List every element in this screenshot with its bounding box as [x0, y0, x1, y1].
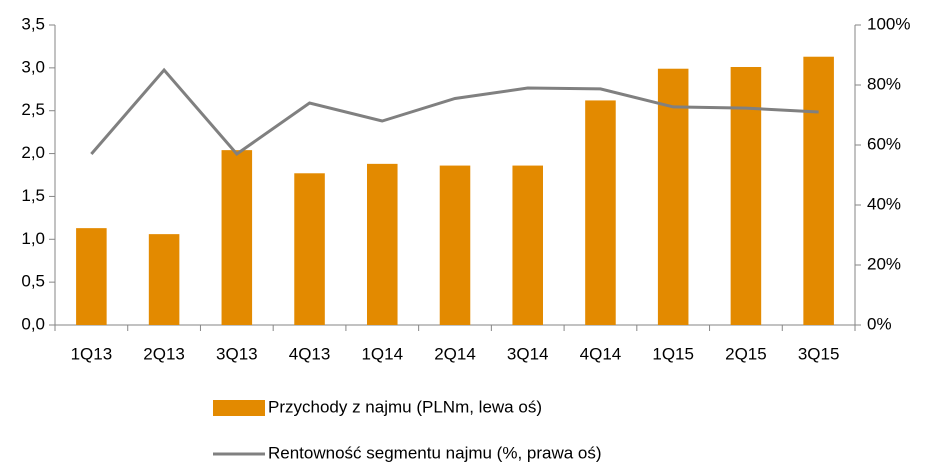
y2-tick-label: 40%	[867, 194, 901, 213]
y-tick-label: 1,5	[21, 186, 45, 205]
y-tick-label: 1,0	[21, 229, 45, 248]
y2-tick-label: 0%	[867, 314, 892, 333]
y2-tick-label: 100%	[867, 14, 910, 33]
y2-tick-label: 20%	[867, 254, 901, 273]
y2-tick-label: 80%	[867, 74, 901, 93]
x-tick-label: 1Q13	[71, 344, 113, 363]
y-tick-label: 2,0	[21, 143, 45, 162]
y-tick-label: 2,5	[21, 100, 45, 119]
bar	[803, 56, 834, 325]
bar	[439, 165, 471, 325]
y-tick-label: 3,5	[21, 14, 45, 33]
line	[90, 67, 819, 157]
bar	[585, 100, 616, 325]
bar	[657, 68, 689, 325]
x-tick-label: 2Q15	[725, 344, 767, 363]
x-tick-label: 2Q13	[143, 344, 185, 363]
x-tick-label: 2Q14	[434, 344, 476, 363]
bar	[148, 234, 180, 325]
x-tick-label: 1Q15	[652, 344, 694, 363]
y-tick-label: 0,0	[21, 314, 45, 333]
x-tick-label: 3Q15	[798, 344, 840, 363]
x-tick-label: 3Q13	[216, 344, 258, 363]
bar	[730, 67, 762, 325]
y-tick-label: 3,0	[21, 57, 45, 76]
bar	[294, 173, 325, 325]
x-tick-label: 4Q14	[580, 344, 622, 363]
bar	[512, 165, 543, 325]
legend-label: Przychody z najmu (PLNm, lewa oś)	[268, 397, 542, 416]
bar	[76, 228, 107, 325]
y-tick-label: 0,5	[21, 272, 45, 291]
x-tick-label: 1Q14	[361, 344, 403, 363]
bar	[367, 163, 398, 325]
x-tick-label: 4Q13	[289, 344, 331, 363]
legend-swatch	[213, 400, 265, 416]
x-tick-label: 3Q14	[507, 344, 549, 363]
y2-tick-label: 60%	[867, 134, 901, 153]
legend-label: Rentowność segmentu najmu (%, prawa oś)	[268, 443, 602, 462]
bar	[221, 150, 253, 325]
